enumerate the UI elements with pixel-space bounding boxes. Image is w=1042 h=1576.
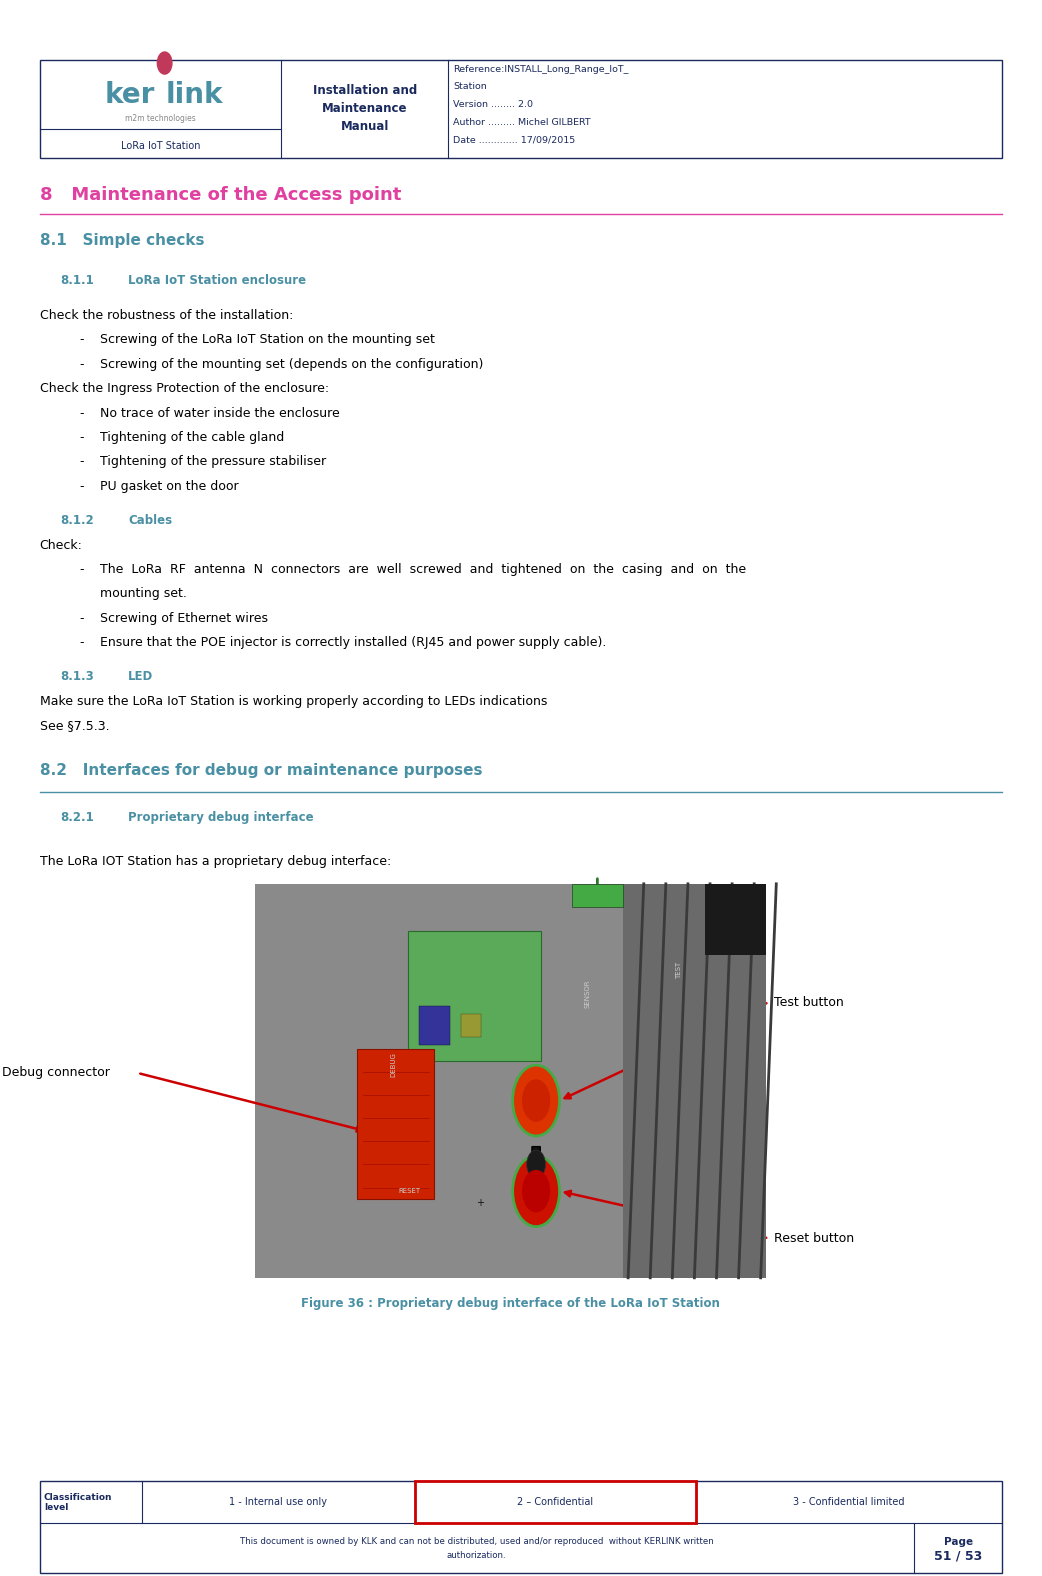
Text: -: -	[79, 479, 83, 493]
Text: The  LoRa  RF  antenna  N  connectors  are  well  screwed  and  tightened  on  t: The LoRa RF antenna N connectors are wel…	[100, 563, 746, 575]
Text: Author ......... Michel GILBERT: Author ......... Michel GILBERT	[453, 118, 591, 128]
Text: LoRa IoT Station: LoRa IoT Station	[121, 142, 200, 151]
Text: Station: Station	[453, 82, 487, 91]
Text: Figure 36 : Proprietary debug interface of the LoRa IoT Station: Figure 36 : Proprietary debug interface …	[301, 1297, 720, 1310]
Text: Installation and
Maintenance
Manual: Installation and Maintenance Manual	[313, 84, 417, 134]
Circle shape	[522, 1080, 550, 1122]
Text: Screwing of the mounting set (depends on the configuration): Screwing of the mounting set (depends on…	[100, 358, 483, 370]
Text: Reference:INSTALL_Long_Range_IoT_: Reference:INSTALL_Long_Range_IoT_	[453, 65, 628, 74]
Text: LED: LED	[128, 670, 153, 684]
Text: -: -	[79, 334, 83, 347]
Text: Make sure the LoRa IoT Station is working properly according to LEDs indications: Make sure the LoRa IoT Station is workin…	[40, 695, 547, 708]
Text: Reset button: Reset button	[774, 1232, 854, 1245]
FancyArrow shape	[529, 1147, 542, 1165]
Circle shape	[522, 1169, 550, 1212]
Text: This document is owned by KLK and can not be distributed, used and/or reproduced: This document is owned by KLK and can no…	[240, 1537, 714, 1546]
Text: 2 – Confidential: 2 – Confidential	[517, 1497, 594, 1508]
Bar	[623, 884, 766, 1278]
Text: Check the robustness of the installation:: Check the robustness of the installation…	[40, 309, 293, 322]
Circle shape	[513, 1065, 560, 1136]
Text: SENSOR: SENSOR	[585, 980, 590, 1009]
Bar	[415, 1481, 696, 1524]
Text: -: -	[79, 407, 83, 419]
Circle shape	[157, 52, 172, 74]
Text: 8.2   Interfaces for debug or maintenance purposes: 8.2 Interfaces for debug or maintenance …	[40, 763, 482, 779]
Text: 8.1.2: 8.1.2	[60, 514, 94, 526]
Bar	[704, 884, 766, 955]
Text: -: -	[79, 430, 83, 444]
Text: Check:: Check:	[40, 539, 82, 552]
Text: The LoRa IOT Station has a proprietary debug interface:: The LoRa IOT Station has a proprietary d…	[40, 854, 391, 867]
Text: m2m technologies: m2m technologies	[125, 113, 196, 123]
Text: Classification
level: Classification level	[44, 1492, 113, 1511]
Text: Screwing of Ethernet wires: Screwing of Ethernet wires	[100, 611, 268, 624]
Text: 3 - Confidential limited: 3 - Confidential limited	[793, 1497, 905, 1508]
Text: 8.2.1: 8.2.1	[60, 810, 94, 824]
Text: TEST: TEST	[676, 961, 683, 979]
Text: 1 - Internal use only: 1 - Internal use only	[229, 1497, 327, 1508]
Text: Test button: Test button	[774, 996, 844, 1009]
Text: See §7.5.3.: See §7.5.3.	[40, 719, 109, 733]
Circle shape	[513, 1155, 560, 1226]
Bar	[40, 1481, 1002, 1573]
Text: Version ........ 2.0: Version ........ 2.0	[453, 101, 534, 109]
Text: Check the Ingress Protection of the enclosure:: Check the Ingress Protection of the encl…	[40, 381, 328, 396]
Circle shape	[526, 1150, 546, 1179]
Text: -: -	[79, 637, 83, 649]
Text: Proprietary debug interface: Proprietary debug interface	[128, 810, 314, 824]
Text: -: -	[79, 455, 83, 468]
Text: authorization.: authorization.	[447, 1551, 506, 1560]
Text: -: -	[79, 563, 83, 575]
Bar	[255, 884, 766, 1278]
Text: Ensure that the POE injector is correctly installed (RJ45 and power supply cable: Ensure that the POE injector is correctl…	[100, 637, 606, 649]
Text: Screwing of the LoRa IoT Station on the mounting set: Screwing of the LoRa IoT Station on the …	[100, 334, 435, 347]
Text: ker: ker	[105, 80, 155, 109]
Text: Tightening of the pressure stabiliser: Tightening of the pressure stabiliser	[100, 455, 326, 468]
Text: -: -	[79, 358, 83, 370]
Bar	[408, 931, 541, 1061]
Text: Cables: Cables	[128, 514, 172, 526]
Text: -: -	[79, 611, 83, 624]
Text: 51 / 53: 51 / 53	[934, 1549, 983, 1562]
Bar	[40, 60, 1002, 158]
Text: PU gasket on the door: PU gasket on the door	[100, 479, 239, 493]
Text: 8.1   Simple checks: 8.1 Simple checks	[40, 233, 204, 249]
Text: 8.1.3: 8.1.3	[60, 670, 94, 684]
Text: No trace of water inside the enclosure: No trace of water inside the enclosure	[100, 407, 340, 419]
Text: Page: Page	[944, 1537, 972, 1548]
Text: DEBUG: DEBUG	[390, 1053, 396, 1078]
Bar	[357, 1050, 433, 1199]
Text: LoRa IoT Station enclosure: LoRa IoT Station enclosure	[128, 274, 306, 287]
Bar	[461, 1013, 481, 1037]
Text: link: link	[166, 80, 223, 109]
Bar	[419, 1005, 450, 1045]
Text: +: +	[476, 1198, 483, 1207]
Bar	[572, 884, 623, 908]
Text: Debug connector: Debug connector	[2, 1067, 110, 1080]
Text: 8   Maintenance of the Access point: 8 Maintenance of the Access point	[40, 186, 401, 203]
Text: 8.1.1: 8.1.1	[60, 274, 94, 287]
Text: Tightening of the cable gland: Tightening of the cable gland	[100, 430, 284, 444]
Text: Date ............. 17/09/2015: Date ............. 17/09/2015	[453, 136, 575, 145]
Text: RESET: RESET	[398, 1188, 420, 1195]
Text: mounting set.: mounting set.	[100, 588, 187, 600]
